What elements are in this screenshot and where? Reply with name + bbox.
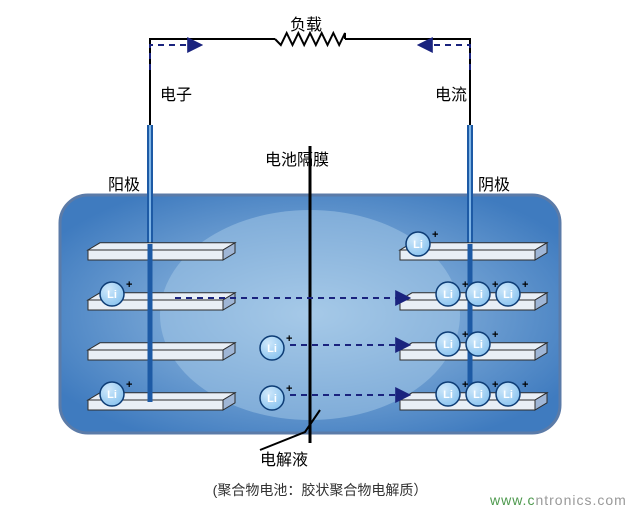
svg-text:Li: Li [503, 289, 513, 301]
svg-text:电池隔膜: 电池隔膜 [265, 151, 329, 169]
svg-text:Li: Li [107, 389, 117, 401]
svg-text:+: + [522, 379, 528, 391]
svg-text:Li: Li [503, 389, 513, 401]
svg-text:+: + [126, 279, 132, 291]
svg-text:电流: 电流 [435, 86, 467, 104]
svg-text:Li: Li [107, 289, 117, 301]
diagram-svg: Li+Li+Li+Li+Li+Li+Li+Li+Li+Li+Li+Li+Li+负… [0, 0, 640, 511]
svg-text:阴极: 阴极 [478, 176, 510, 194]
svg-text:Li: Li [413, 239, 423, 251]
svg-text:+: + [522, 279, 528, 291]
svg-text:Li: Li [443, 289, 453, 301]
svg-text:负载: 负载 [290, 16, 322, 34]
svg-text:+: + [286, 333, 292, 345]
svg-text:+: + [126, 379, 132, 391]
svg-text:Li: Li [443, 389, 453, 401]
svg-text:+: + [286, 383, 292, 395]
svg-text:Li: Li [473, 389, 483, 401]
svg-text:电子: 电子 [160, 86, 192, 104]
svg-text:Li: Li [267, 343, 277, 355]
svg-text:Li: Li [267, 393, 277, 405]
watermark-text: www.cntronics.com [490, 492, 627, 508]
battery-diagram: { "labels": { "load": "负载", "electron": … [0, 0, 640, 511]
svg-text:阳极: 阳极 [108, 176, 140, 194]
svg-text:+: + [492, 329, 498, 341]
svg-text:Li: Li [443, 339, 453, 351]
svg-text:+: + [432, 229, 438, 241]
svg-text:Li: Li [473, 339, 483, 351]
svg-text:Li: Li [473, 289, 483, 301]
svg-text:电解液: 电解液 [260, 451, 308, 469]
